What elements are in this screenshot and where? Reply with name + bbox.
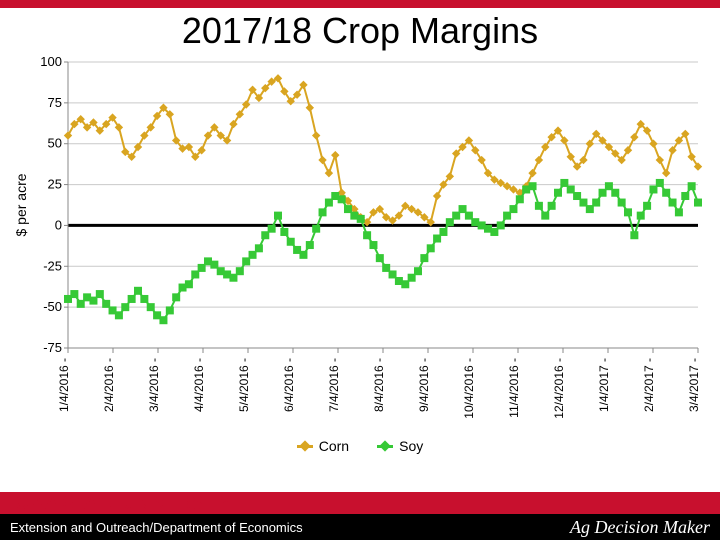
university-brand: IOWA STATE UNIVERSITY (10, 492, 231, 514)
svg-text:-50: -50 (43, 299, 62, 314)
svg-text:2/4/2016 -: 2/4/2016 - (102, 358, 116, 412)
brand-red: IOWA STATE (10, 493, 119, 513)
svg-text:11/4/2016 -: 11/4/2016 - (507, 358, 521, 418)
margins-chart: -75 -50 -25 0 25 50 75 100 $ per acre 1/4/2016 - 2… (10, 56, 710, 436)
svg-text:12/4/2016 -: 12/4/2016 - (552, 358, 566, 419)
ag-decision-maker: Ag Decision Maker (570, 517, 710, 538)
chart-legend: Corn Soy (0, 438, 720, 454)
svg-text:8/4/2016 -: 8/4/2016 - (372, 358, 386, 412)
svg-text:4/4/2016 -: 4/4/2016 - (192, 358, 206, 412)
svg-text:3/4/2017 -: 3/4/2017 - (687, 358, 701, 412)
brand-white: UNIVERSITY (123, 493, 231, 513)
svg-text:5/4/2016 -: 5/4/2016 - (237, 358, 251, 412)
footer: IOWA STATE UNIVERSITY Extension and Outr… (0, 476, 720, 540)
legend-label: Corn (319, 438, 349, 454)
svg-text:100: 100 (40, 56, 62, 69)
svg-text:9/4/2016 -: 9/4/2016 - (417, 358, 431, 412)
svg-text:50: 50 (48, 136, 62, 151)
svg-text:75: 75 (48, 95, 62, 110)
svg-text:0: 0 (55, 217, 62, 232)
svg-text:1/4/2016 -: 1/4/2016 - (57, 358, 71, 412)
svg-text:25: 25 (48, 177, 62, 192)
svg-text:-25: -25 (43, 258, 62, 273)
svg-text:7/4/2016 -: 7/4/2016 - (327, 358, 341, 412)
svg-text:$ per acre: $ per acre (13, 173, 29, 236)
legend-item-soy: Soy (377, 438, 423, 454)
svg-text:1/4/2017 -: 1/4/2017 - (597, 358, 611, 412)
legend-label: Soy (399, 438, 423, 454)
svg-text:2/4/2017 -: 2/4/2017 - (642, 358, 656, 412)
svg-text:3/4/2016 -: 3/4/2016 - (147, 358, 161, 412)
svg-text:6/4/2016 -: 6/4/2016 - (282, 358, 296, 412)
page-title: 2017/18 Crop Margins (0, 10, 720, 52)
legend-item-corn: Corn (297, 438, 349, 454)
dept-label: Extension and Outreach/Department of Eco… (10, 520, 303, 535)
accent-bar (0, 0, 720, 8)
svg-text:10/4/2016 -: 10/4/2016 - (462, 358, 476, 419)
svg-text:-75: -75 (43, 340, 62, 355)
